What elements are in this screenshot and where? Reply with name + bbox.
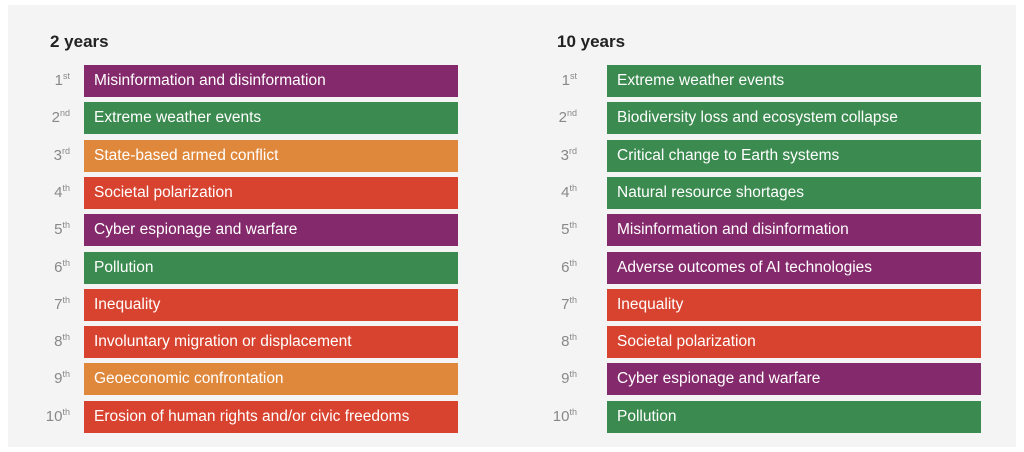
rank-number: 6 (561, 258, 570, 276)
rank: 3rd (30, 140, 70, 172)
rank: 8th (537, 326, 577, 358)
rank: 2nd (30, 102, 70, 134)
ranking-column: 10 years 1st Extreme weather events 2nd Biod… (553, 5, 981, 447)
rank-suffix: nd (566, 108, 577, 119)
rank-suffix: rd (568, 145, 577, 156)
rank-suffix: th (569, 406, 577, 417)
rank: 1st (30, 65, 70, 97)
rank-suffix: st (62, 71, 70, 81)
rank: 10th (537, 401, 577, 433)
rank-number: 1 (561, 72, 570, 89)
rank: 6th (30, 252, 70, 284)
rank-suffix: th (62, 220, 70, 231)
risk-bar: Geoeconomic confrontation (84, 363, 458, 396)
rank-number: 10 (552, 407, 570, 425)
rank: 8th (30, 326, 70, 358)
rank-number: 2 (558, 109, 567, 127)
rank: 9th (537, 363, 577, 395)
risk-bar: Critical change to Earth systems (607, 139, 981, 172)
rank-number: 5 (54, 221, 63, 239)
rank-number: 9 (54, 370, 63, 388)
rank: 5th (537, 214, 577, 246)
rank-suffix: th (62, 182, 70, 193)
rank: 7th (30, 289, 70, 321)
rank-number: 8 (54, 333, 63, 351)
risk-bar: Involuntary migration or displacement (84, 326, 458, 359)
risk-bar: Extreme weather events (607, 65, 981, 97)
rank-suffix: th (62, 406, 70, 417)
rank: 7th (537, 289, 577, 321)
rank: 1st (537, 65, 577, 97)
risk-bar: Biodiversity loss and ecosystem collapse (607, 102, 981, 135)
rank-number: 3 (560, 146, 569, 164)
rank-number: 10 (45, 407, 63, 425)
rank-number: 9 (561, 370, 570, 388)
rank-suffix: st (569, 71, 577, 81)
rank-suffix: th (62, 257, 70, 268)
risk-bar: Natural resource shortages (607, 176, 981, 209)
rank-suffix: th (62, 369, 70, 380)
risk-bar: Misinformation and disinformation (607, 214, 981, 247)
risk-bar: Societal polarization (84, 176, 458, 209)
rank-number: 4 (561, 183, 570, 201)
rank-number: 8 (561, 333, 570, 351)
rank-number: 4 (54, 183, 63, 201)
panel: 2 years 1st Misinformation and disinformat… (8, 5, 1016, 447)
rank: 3rd (537, 140, 577, 172)
column-title: 2 years (50, 32, 109, 51)
rank-suffix: th (62, 332, 70, 343)
risk-bar: Erosion of human rights and/or civic fre… (84, 400, 458, 433)
risk-bar: Inequality (607, 288, 981, 321)
rank-number: 6 (54, 258, 63, 276)
rank: 6th (537, 252, 577, 284)
risk-bar: Societal polarization (607, 326, 981, 359)
rank: 4th (537, 177, 577, 209)
rank-suffix: th (569, 182, 577, 193)
rank: 10th (30, 401, 70, 433)
rank-suffix: th (569, 257, 577, 268)
risk-bar: State-based armed conflict (84, 139, 458, 172)
rank-number: 5 (561, 221, 570, 239)
rank: 4th (30, 177, 70, 209)
column-title: 10 years (557, 32, 626, 51)
rank-suffix: th (569, 369, 577, 380)
risk-bar: Extreme weather events (84, 102, 458, 135)
rank: 5th (30, 214, 70, 246)
ranking-column: 2 years 1st Misinformation and disinformat… (30, 5, 458, 447)
rank-suffix: th (569, 332, 577, 343)
rank-suffix: nd (59, 108, 70, 119)
risk-bar: Misinformation and disinformation (84, 65, 458, 97)
risk-bar: Pollution (607, 400, 981, 433)
rank-number: 7 (54, 295, 63, 313)
rank-suffix: th (569, 294, 577, 305)
risk-bar: Inequality (84, 288, 458, 321)
rank-suffix: th (62, 294, 70, 305)
rank-number: 3 (53, 146, 62, 164)
risk-bar: Pollution (84, 251, 458, 284)
risk-bar: Cyber espionage and warfare (84, 214, 458, 247)
rank-suffix: rd (61, 145, 70, 156)
rank-number: 2 (51, 109, 60, 127)
rank-number: 7 (561, 295, 570, 313)
rank: 2nd (537, 102, 577, 134)
risk-bar: Adverse outcomes of AI technologies (607, 251, 981, 284)
rank: 9th (30, 363, 70, 395)
rank-number: 1 (54, 72, 63, 89)
rank-suffix: th (569, 220, 577, 231)
risk-bar: Cyber espionage and warfare (607, 363, 981, 396)
